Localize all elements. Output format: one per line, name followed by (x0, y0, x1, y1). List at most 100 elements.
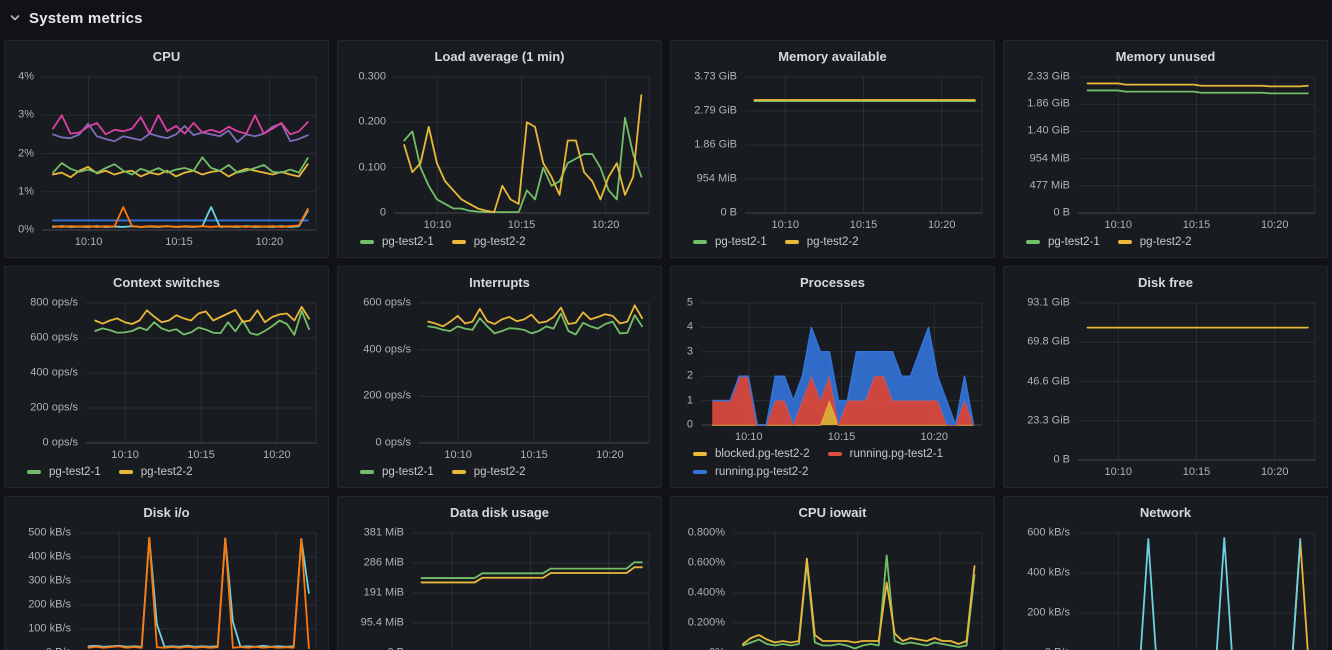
panel-title[interactable]: CPU iowait (798, 505, 867, 520)
legend-label: running.pg-test2-2 (715, 466, 809, 478)
y-axis-label: 0.200 (358, 115, 386, 128)
panel-memory-available: Memory available 0 B 954 MiB 1.86 GiB 2.79 … (670, 40, 995, 258)
plot-canvas[interactable] (1078, 77, 1315, 213)
plot-area[interactable]: 0 B 477 MiB 954 MiB 1.40 GiB 1.86 GiB 2.33 Gi… (1016, 71, 1315, 218)
x-axis-label: 10:10 (444, 449, 472, 461)
plot-area[interactable]: 0 0.100 0.200 0.300 (350, 71, 649, 218)
plot-canvas[interactable] (745, 77, 982, 213)
legend: pg-test2-1 pg-test2-2 (1016, 232, 1315, 249)
plot-canvas[interactable] (701, 303, 982, 425)
x-axis-label: 10:20 (255, 236, 284, 248)
y-axis-label: 0% (18, 223, 34, 236)
legend-item[interactable]: blocked.pg-test2-2 (693, 447, 810, 461)
legend-item[interactable]: running.pg-test2-2 (693, 465, 808, 479)
plot-area[interactable]: 0 B 95.4 MiB 191 MiB 286 MiB 381 MiB (350, 527, 649, 650)
panel-title[interactable]: Load average (1 min) (434, 49, 565, 64)
y-axis-label: 4 (686, 320, 693, 333)
legend-label: running.pg-test2-1 (849, 448, 943, 460)
y-axis-label: 0 (686, 418, 693, 431)
panel-title[interactable]: Network (1139, 505, 1192, 520)
x-axis-labels: 10:10 10:15 10:20 (42, 230, 316, 249)
panel-load-average: Load average (1 min) 0 0.100 0.200 0.300 10:… (337, 40, 662, 258)
x-axis-label: 10:15 (1182, 466, 1211, 478)
panel-title[interactable]: Data disk usage (450, 505, 549, 520)
panel-title[interactable]: Context switches (113, 275, 220, 290)
legend: pg-test2-1 pg-test2-2 (350, 462, 649, 479)
y-axis-label: 2.33 GiB (1027, 70, 1070, 83)
y-axis-label: 0.300 (358, 70, 386, 83)
legend-item[interactable]: pg-test2-1 (693, 235, 767, 249)
panel-disk-io: Disk i/o 0 B/s 100 kB/s 200 kB/s 300 kB/s 40… (4, 496, 329, 650)
y-axis-label: 600 ops/s (363, 296, 411, 309)
panel-title[interactable]: Disk i/o (143, 505, 190, 520)
x-axis: 10:10 10:15 10:20 (683, 213, 982, 232)
plot-canvas[interactable] (733, 533, 982, 650)
plot-canvas[interactable] (394, 77, 649, 213)
y-axis-label: 0.400% (687, 586, 725, 599)
plot-area[interactable]: 0 ops/s 200 ops/s 400 ops/s 600 ops/s 800 op… (17, 297, 316, 448)
legend-item[interactable]: pg-test2-2 (1117, 235, 1192, 249)
legend-item[interactable]: pg-test2-2 (118, 465, 193, 479)
plot-canvas[interactable] (42, 77, 316, 230)
legend-item[interactable]: pg-test2-1 (360, 465, 434, 479)
panel-title[interactable]: Disk free (1138, 275, 1193, 290)
y-axis-label: 3 (686, 345, 693, 358)
panel-title[interactable]: Processes (799, 275, 866, 290)
plot-canvas[interactable] (419, 303, 649, 443)
legend-item[interactable]: pg-test2-2 (451, 465, 526, 479)
plot-area[interactable]: 0% 1% 2% 3% 4% (17, 71, 316, 235)
plot-canvas[interactable] (86, 303, 316, 443)
legend-color-dash (360, 240, 374, 244)
legend-item[interactable]: pg-test2-2 (451, 235, 526, 249)
x-axis-label: 10:20 (927, 219, 956, 231)
plot-canvas[interactable] (1078, 533, 1315, 650)
x-axis-label: 10:20 (1260, 466, 1289, 478)
plot-area[interactable]: 0 B/s 100 kB/s 200 kB/s 300 kB/s 400 kB/s 500… (17, 527, 316, 650)
y-axis: 0 B/s 200 kB/s 400 kB/s 600 kB/s (1016, 527, 1078, 650)
legend-item[interactable]: pg-test2-1 (360, 235, 434, 249)
y-axis-label: 200 kB/s (1027, 606, 1070, 619)
plot-canvas[interactable] (412, 533, 649, 650)
x-axis-label: 10:10 (771, 219, 800, 231)
x-axis-labels: 10:10 10:15 10:20 (701, 425, 982, 444)
legend-label: pg-test2-2 (140, 466, 193, 478)
panel-title[interactable]: Interrupts (469, 275, 530, 290)
y-axis-label: 0 B (720, 206, 737, 219)
legend-color-dash (693, 452, 707, 456)
plot-canvas[interactable] (79, 533, 316, 650)
legend-item[interactable]: pg-test2-1 (1026, 235, 1100, 249)
legend-item[interactable]: pg-test2-1 (27, 465, 101, 479)
legend-label: pg-test2-1 (1048, 236, 1100, 248)
y-axis-label: 3% (18, 108, 34, 121)
x-axis-label: 10:15 (827, 431, 856, 443)
plot-area[interactable]: 0% 0.200% 0.400% 0.600% 0.800% (683, 527, 982, 650)
plot-area[interactable]: 0 B 23.3 GiB 46.6 GiB 69.8 GiB 93.1 GiB (1016, 297, 1315, 465)
panel-title[interactable]: CPU (152, 49, 181, 64)
y-axis-label: 100 kB/s (28, 622, 71, 635)
plot-canvas[interactable] (1078, 303, 1315, 460)
row-title: System metrics (29, 9, 143, 27)
plot-area[interactable]: 0 B 954 MiB 1.86 GiB 2.79 GiB 3.73 GiB (683, 71, 982, 218)
y-axis-label: 200 kB/s (28, 598, 71, 611)
plot-area[interactable]: 0 ops/s 200 ops/s 400 ops/s 600 ops/s (350, 297, 649, 448)
x-axis-labels: 10:10 10:15 10:20 (86, 443, 316, 462)
legend-color-dash (27, 470, 41, 474)
x-axis-label: 10:10 (111, 449, 139, 461)
legend-color-dash (451, 470, 466, 474)
legend-label: pg-test2-2 (1139, 236, 1192, 248)
panel-title[interactable]: Memory available (778, 49, 887, 64)
legend-item[interactable]: running.pg-test2-1 (827, 447, 943, 461)
y-axis-label: 93.1 GiB (1027, 296, 1070, 309)
y-axis-label: 400 ops/s (363, 343, 411, 356)
y-axis-label: 400 ops/s (30, 366, 78, 379)
plot-area[interactable]: 0 B/s 200 kB/s 400 kB/s 600 kB/s (1016, 527, 1315, 650)
legend-color-dash (118, 470, 133, 474)
plot-area[interactable]: 0 1 2 3 4 5 (683, 297, 982, 430)
y-axis-label: 954 MiB (696, 172, 737, 185)
row-header-system-metrics[interactable]: System metrics (0, 0, 1332, 36)
panel-title[interactable]: Memory unused (1115, 49, 1216, 64)
y-axis-label: 3.73 GiB (694, 70, 737, 83)
legend-item[interactable]: pg-test2-2 (784, 235, 859, 249)
